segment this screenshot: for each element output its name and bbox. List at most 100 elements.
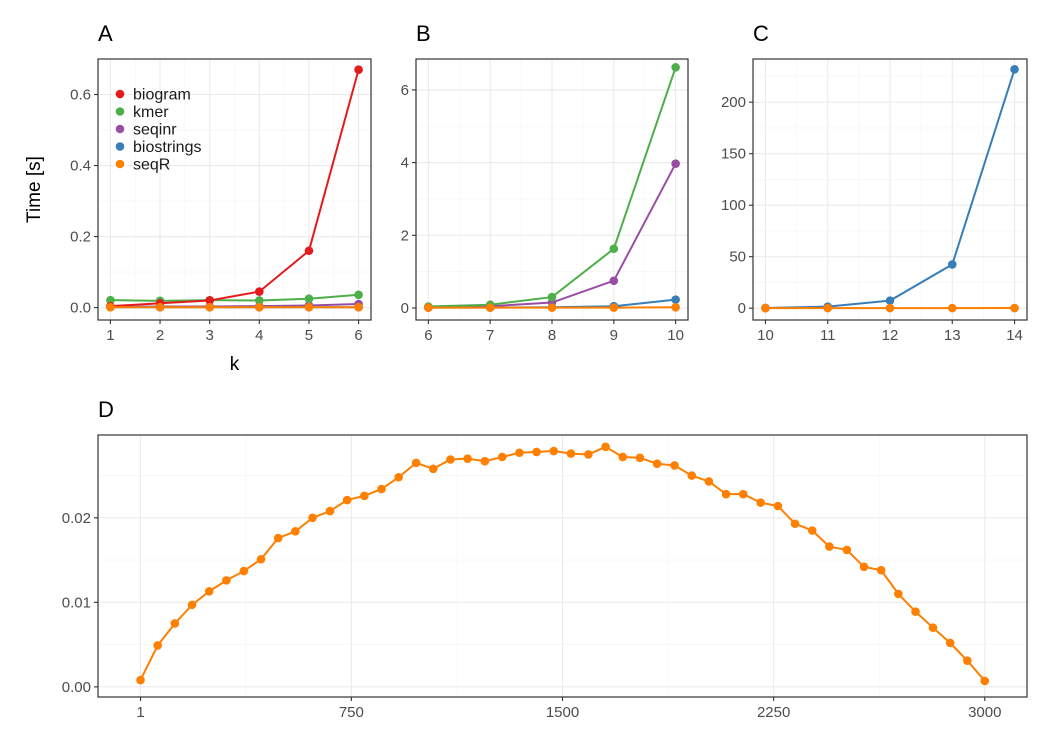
panel-label: A — [98, 21, 113, 46]
data-point-seqR — [859, 562, 869, 572]
data-point-seqR — [601, 442, 610, 452]
y-tick-label: 6 — [401, 82, 409, 99]
x-axis-title: k — [230, 354, 240, 375]
data-point-biostrings — [885, 296, 895, 305]
data-point-seqR — [609, 303, 619, 312]
data-point-seqR — [255, 302, 264, 312]
data-point-seqR — [428, 464, 438, 474]
y-tick-label: 100 — [721, 197, 746, 214]
data-point-kmer — [547, 292, 557, 302]
y-tick-label: 0.6 — [70, 87, 91, 104]
y-tick-label: 0.00 — [62, 679, 91, 696]
data-point-seqR — [549, 446, 559, 456]
data-point-seqR — [308, 513, 317, 523]
x-tick-label: 11 — [820, 327, 836, 344]
data-point-seqR — [894, 589, 903, 599]
legend-key-kmer — [115, 107, 125, 116]
data-point-seqR — [394, 472, 403, 482]
series-line-biogram — [110, 69, 360, 308]
panel-c: 10 11 12 13 14 0 50 100 150 200 C — [721, 21, 1028, 344]
data-point-biogram — [354, 65, 363, 74]
data-point-biostrings — [671, 295, 680, 304]
data-point-seqR — [738, 489, 748, 499]
data-point-seqR — [687, 471, 697, 480]
legend-label-seqinr: seqinr — [133, 122, 177, 139]
legend-label-kmer: kmer — [133, 104, 169, 121]
data-point-seqR — [273, 533, 283, 543]
data-point-seqR — [825, 542, 834, 551]
panel-d: 1 750 1500 2250 3000 0.00 0.01 0.02 D — [62, 397, 1028, 721]
x-tick-label: 13 — [944, 327, 961, 344]
data-point-seqR — [239, 566, 249, 576]
x-tick-label: 14 — [1006, 327, 1023, 344]
data-point-seqR — [411, 458, 421, 468]
data-point-biostrings — [1010, 64, 1019, 74]
x-tick-label: 3000 — [968, 704, 1001, 721]
data-point-seqinr — [609, 276, 619, 286]
data-point-seqR — [823, 303, 833, 313]
y-tick-label: 0.02 — [62, 510, 91, 527]
data-point-seqR — [136, 675, 145, 685]
y-tick-label: 50 — [729, 249, 746, 266]
panel-label: C — [753, 21, 769, 46]
data-point-seqR — [497, 452, 507, 462]
legend-label-biogram: biogram — [133, 87, 191, 104]
data-point-seqR — [106, 302, 115, 312]
data-point-seqR — [1010, 303, 1019, 313]
y-tick-label: 0.2 — [70, 229, 91, 246]
x-tick-label: 3 — [206, 327, 214, 344]
data-point-seqR — [842, 545, 852, 555]
y-tick-label: 0.01 — [62, 594, 91, 611]
x-tick-label: 1 — [136, 704, 144, 721]
x-tick-label: 12 — [882, 327, 899, 344]
x-tick-label: 1500 — [546, 704, 579, 721]
data-point-biogram — [304, 246, 314, 256]
data-point-seqR — [876, 565, 886, 575]
data-point-seqR — [947, 303, 957, 313]
data-point-seqR — [480, 456, 490, 466]
data-point-seqR — [360, 491, 369, 501]
data-point-seqR — [187, 600, 197, 610]
y-tick-label: 2 — [401, 227, 409, 244]
data-point-seqR — [204, 587, 214, 596]
x-tick-label: 6 — [424, 327, 432, 344]
y-tick-label: 0 — [738, 300, 746, 317]
data-point-seqR — [170, 619, 180, 628]
data-point-seqR — [963, 656, 972, 665]
data-point-seqR — [256, 554, 266, 564]
data-point-kmer — [354, 290, 363, 300]
legend-label-seqR: seqR — [133, 157, 170, 174]
data-point-seqR — [721, 489, 731, 499]
x-tick-label: 2250 — [757, 704, 790, 721]
x-tick-label: 10 — [667, 327, 684, 344]
data-point-seqR — [424, 303, 433, 312]
y-axis-title: Time [s] — [24, 156, 45, 223]
data-point-seqR — [618, 452, 628, 462]
data-point-seqR — [566, 449, 576, 458]
y-tick-label: 0.4 — [70, 158, 91, 175]
data-point-seqR — [584, 450, 593, 459]
data-point-seqR — [671, 302, 680, 312]
x-tick-label: 2 — [156, 327, 164, 344]
x-tick-label: 750 — [339, 704, 364, 721]
data-point-kmer — [609, 244, 619, 254]
y-tick-label: 0.0 — [70, 300, 91, 317]
data-point-seqR — [485, 303, 495, 312]
data-point-seqR — [515, 448, 524, 458]
data-point-seqR — [342, 495, 352, 505]
data-point-kmer — [255, 296, 264, 305]
data-point-seqR — [354, 302, 363, 312]
data-point-seqR — [304, 302, 314, 312]
panel-label: B — [416, 21, 431, 46]
panel-b: 6 7 8 9 10 0 2 4 6 B — [401, 21, 689, 344]
panel-label: D — [98, 397, 114, 422]
data-point-seqR — [532, 447, 541, 457]
data-point-seqR — [928, 623, 938, 632]
panel-border — [97, 58, 372, 321]
x-tick-label: 8 — [548, 327, 556, 344]
data-point-seqR — [155, 302, 165, 312]
data-point-biogram — [205, 296, 214, 305]
data-point-seqR — [635, 453, 645, 463]
